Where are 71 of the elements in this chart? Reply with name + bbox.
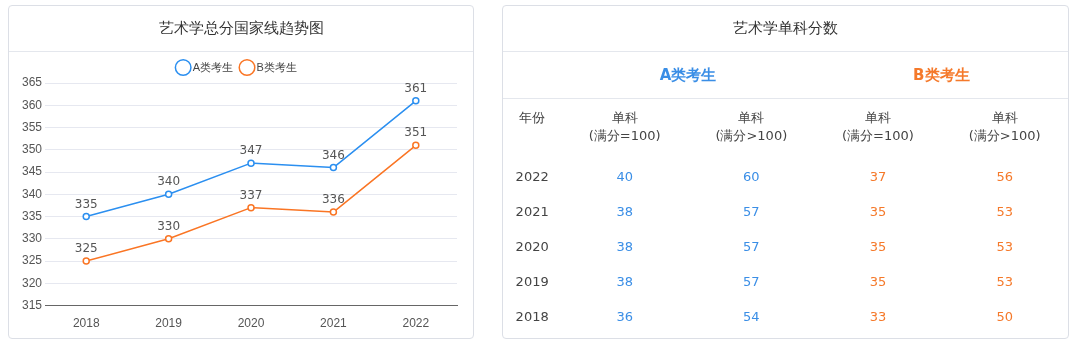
point <box>247 203 255 212</box>
y-tick-label: 355 <box>21 119 43 134</box>
y-tick-label: 345 <box>21 164 43 179</box>
data-label: 40 <box>615 168 634 186</box>
chart-title: 艺术学单科分数 <box>503 6 1068 52</box>
data-label: 38 <box>615 238 634 256</box>
x-tick-label: 单科 (满分=100) <box>587 109 662 145</box>
y-tick-label: 2021 <box>514 203 550 221</box>
point <box>329 163 338 172</box>
data-label: 57 <box>742 238 761 256</box>
y-tick-label: 2020 <box>514 238 550 256</box>
y-tick-label: 325 <box>21 253 43 268</box>
data-label: 35 <box>868 273 888 291</box>
data-label: 38 <box>615 273 634 291</box>
x-tick-label: 单科 (满分>100) <box>967 109 1042 145</box>
data-label: 325 <box>74 241 98 256</box>
y-tick-label: 2022 <box>514 168 550 186</box>
data-label: 53 <box>995 203 1014 221</box>
data-label: 347 <box>239 143 263 158</box>
point <box>329 208 338 216</box>
data-label: 50 <box>995 308 1014 326</box>
y-tick-label: 360 <box>21 97 43 112</box>
x-tick-label: 2021 <box>320 316 348 331</box>
data-label: 54 <box>742 308 761 326</box>
point <box>82 257 90 265</box>
point <box>164 190 173 199</box>
data-label: 53 <box>995 273 1014 291</box>
data-label: 336 <box>321 192 345 207</box>
data-label: 57 <box>742 203 761 221</box>
x-tick-label: 2018 <box>72 316 100 331</box>
point <box>82 212 90 221</box>
data-label: 36 <box>615 308 634 326</box>
data-label: 60 <box>742 168 761 186</box>
data-label: 38 <box>615 203 634 221</box>
chart-title: 艺术学总分国家线趋势图 <box>9 6 473 52</box>
data-label: 361 <box>404 80 428 95</box>
y-tick-label: 330 <box>21 231 43 246</box>
x-tick-label: 2022 <box>402 316 430 331</box>
data-label: 35 <box>868 203 888 221</box>
data-label: 33 <box>868 308 888 326</box>
data-label: 37 <box>868 168 888 186</box>
y-tick-label: 335 <box>21 208 43 223</box>
x-tick-label: 单科 (满分=100) <box>841 109 915 145</box>
x-tick-label: 2020 <box>237 316 265 331</box>
point <box>412 97 420 105</box>
y-tick-label: 320 <box>21 275 43 290</box>
text: A类考生 <box>561 52 815 99</box>
data-label: 340 <box>157 174 181 189</box>
data-label: 53 <box>995 238 1014 256</box>
data-label: 346 <box>321 147 345 162</box>
point <box>247 159 255 167</box>
data-label: 57 <box>742 273 761 291</box>
y-tick-label: 340 <box>21 186 43 201</box>
point <box>412 141 420 150</box>
y-tick-label: 2019 <box>514 273 550 291</box>
legend-label: A类考生 <box>192 60 234 73</box>
data-label: 35 <box>868 238 888 256</box>
x-tick-label: 单科 (满分>100) <box>714 109 789 145</box>
legend-label: B类考生 <box>256 60 297 73</box>
y-tick-label: 350 <box>21 142 43 157</box>
data-label: 335 <box>74 196 98 211</box>
y-tick-label: 315 <box>21 297 43 312</box>
y-tick-label: 365 <box>21 75 43 90</box>
text: B类考生 <box>814 52 1068 99</box>
x-tick-label: 2019 <box>155 316 183 331</box>
data-label: 351 <box>404 125 428 140</box>
data-label: 330 <box>157 218 181 233</box>
data-label: 337 <box>239 187 263 202</box>
point <box>164 235 173 243</box>
y-axis-title: 年份 <box>518 109 547 127</box>
data-label: 56 <box>995 168 1014 186</box>
